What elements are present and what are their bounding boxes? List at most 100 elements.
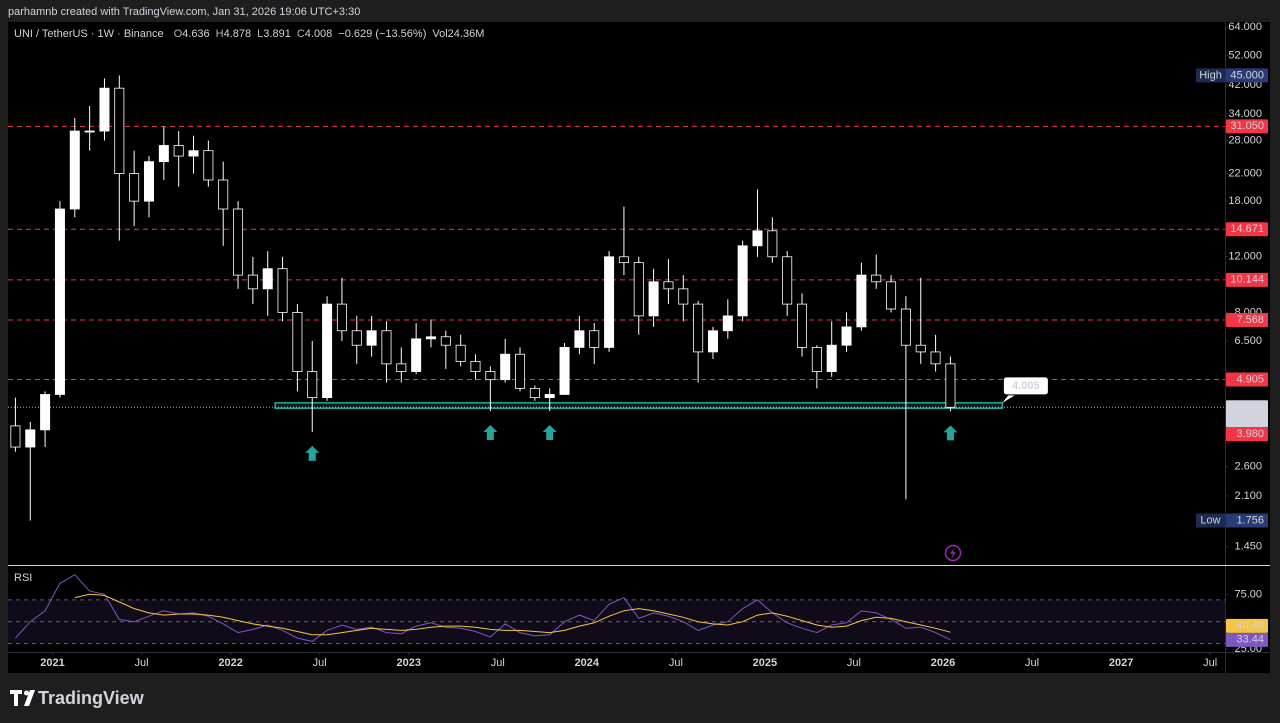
candle-body	[945, 363, 956, 408]
candle-body	[411, 338, 422, 372]
candle-body	[663, 281, 674, 290]
x-tick-label: 2021	[40, 657, 64, 669]
candle-body	[811, 347, 822, 372]
symbol-legend: UNI / TetherUS · 1W · Binance O4.636 H4.87…	[14, 28, 484, 40]
rsi-value-label: 33.44	[1236, 634, 1264, 646]
axis-labels: 64.00052.00042.00034.00028.00022.00018.0…	[40, 21, 1268, 669]
extreme-tag-box	[1196, 513, 1225, 528]
x-tick-label: Jul	[1203, 657, 1217, 669]
candle-body	[188, 150, 199, 157]
price-label-box	[1226, 222, 1268, 237]
price-label: 3.980	[1236, 428, 1264, 440]
ohlc-value: 4.636	[182, 28, 210, 40]
callout-tail	[1002, 393, 1018, 403]
price-label: 4.905	[1236, 373, 1264, 385]
candle-body	[84, 130, 95, 133]
callout-label: 4.005	[1012, 380, 1040, 392]
candle-body	[54, 208, 65, 395]
countdown-label: 1d 9h	[1236, 413, 1264, 425]
candle-body	[826, 344, 837, 372]
candle-body	[678, 288, 689, 305]
rsi-value-label: 40.40	[1236, 620, 1264, 632]
candle-body	[381, 330, 392, 365]
extreme-tag-box	[1196, 68, 1225, 83]
footer-brand: TradingView	[38, 688, 145, 708]
candle-body	[247, 274, 258, 290]
candle-body	[500, 353, 511, 381]
candle-body	[158, 145, 169, 163]
alert-circle	[944, 544, 962, 562]
credit: parhamnb created with TradingView.com, J…	[8, 6, 360, 18]
candle-body	[797, 303, 808, 348]
price-label-box	[1226, 313, 1268, 328]
x-tick-label: Jul	[135, 657, 149, 669]
price-label-box	[1226, 427, 1268, 442]
x-tick-label: Jul	[491, 657, 505, 669]
rsi-title: RSI	[14, 572, 32, 584]
candle-body	[10, 425, 21, 448]
candle-body	[707, 330, 718, 353]
rsi-line	[15, 574, 951, 642]
candle-body	[470, 360, 481, 372]
price-label: 31.050	[1230, 120, 1264, 132]
candle-body	[351, 330, 362, 346]
candle-body	[871, 274, 882, 283]
logo-slash	[24, 690, 35, 706]
price-label: 10.144	[1230, 274, 1264, 286]
candle-body	[693, 303, 704, 353]
candle-body	[262, 268, 273, 290]
ohlc-key: L	[257, 28, 263, 40]
x-tick-label: Jul	[313, 657, 327, 669]
candle-body	[722, 315, 733, 332]
support-zone	[274, 402, 1004, 409]
rsi-tick-label: 75.00	[1234, 588, 1262, 600]
candle-body	[440, 336, 451, 346]
candle-body	[425, 336, 436, 340]
chart-panel	[8, 22, 1270, 673]
ohlc-value: 3.891	[263, 28, 291, 40]
candle-body	[589, 330, 600, 348]
rsi-pane	[8, 574, 1225, 645]
footer-logo: TradingView	[10, 688, 145, 708]
rsi-value-box	[1226, 618, 1268, 633]
candle-body	[559, 347, 570, 395]
y-tick-label: 1.450	[1234, 541, 1262, 553]
candle-body	[143, 161, 154, 202]
y-tick-label: 22.000	[1228, 168, 1262, 180]
candle-body	[782, 256, 793, 305]
candle-body	[529, 387, 540, 399]
price-label: 45.000	[1230, 69, 1264, 81]
price-label: 14.671	[1230, 223, 1264, 235]
x-tick-label: Jul	[847, 657, 861, 669]
volume: Vol24.36M	[432, 28, 484, 40]
candle-body	[277, 268, 288, 313]
candle-body	[544, 394, 555, 399]
y-tick-label: 12.000	[1228, 251, 1262, 263]
rsi-line	[74, 593, 951, 636]
candle-body	[203, 150, 214, 181]
last-price-label: 4.008	[1236, 401, 1264, 413]
candle-body	[99, 87, 110, 132]
candle-body	[633, 262, 644, 317]
ohlc-value: 4.008	[305, 28, 333, 40]
candle-body	[648, 281, 659, 317]
candle-body	[930, 351, 941, 365]
x-tick-label: Jul	[1025, 657, 1039, 669]
candle-body	[618, 256, 629, 264]
symbol: UNI / TetherUS · 1W · Binance	[14, 28, 164, 40]
y-tick-label: 18.000	[1228, 195, 1262, 207]
signal-arrow	[943, 425, 958, 441]
candle-body	[841, 326, 852, 346]
x-tick-label: Jul	[669, 657, 683, 669]
candle-body	[396, 363, 407, 372]
candle-body	[856, 274, 867, 328]
signal-arrow	[305, 445, 320, 461]
price-label-box	[1226, 513, 1268, 528]
candle-body	[233, 208, 244, 276]
price-label-box	[1226, 372, 1268, 387]
candle-body	[485, 371, 496, 381]
candle-body	[737, 245, 748, 317]
x-tick-label: 2025	[753, 657, 777, 669]
y-tick-label: 34.000	[1228, 108, 1262, 120]
